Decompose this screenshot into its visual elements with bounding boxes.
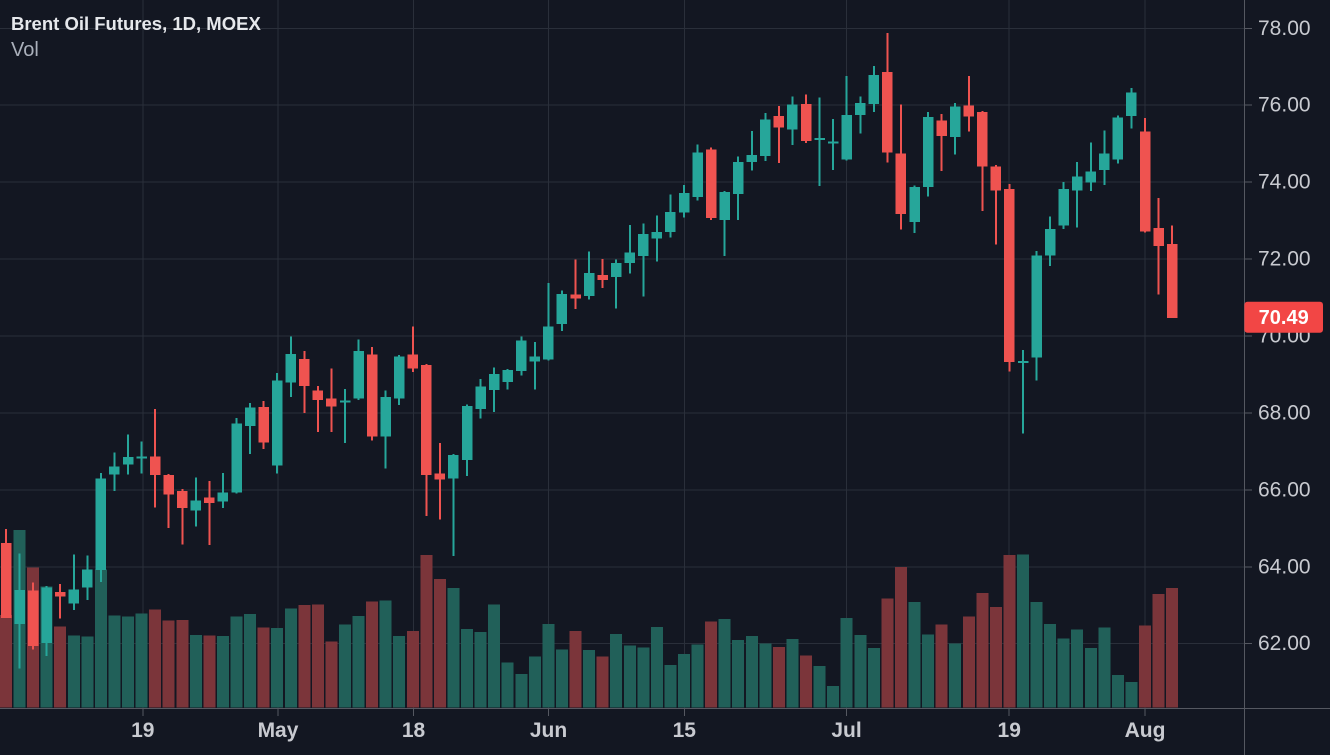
svg-text:70.49: 70.49 bbox=[1259, 307, 1309, 329]
svg-text:74.00: 74.00 bbox=[1258, 171, 1311, 194]
svg-text:18: 18 bbox=[402, 719, 426, 742]
svg-text:68.00: 68.00 bbox=[1258, 401, 1311, 424]
svg-text:72.00: 72.00 bbox=[1258, 248, 1311, 271]
svg-text:15: 15 bbox=[673, 719, 697, 742]
svg-text:Brent Oil Futures, 1D, MOEX: Brent Oil Futures, 1D, MOEX bbox=[11, 13, 261, 34]
svg-text:76.00: 76.00 bbox=[1258, 94, 1311, 117]
svg-text:Vol: Vol bbox=[11, 39, 39, 61]
svg-text:62.00: 62.00 bbox=[1258, 632, 1311, 655]
svg-text:64.00: 64.00 bbox=[1258, 555, 1311, 578]
svg-text:19: 19 bbox=[131, 719, 154, 742]
svg-text:19: 19 bbox=[998, 719, 1021, 742]
svg-text:Jul: Jul bbox=[831, 719, 861, 742]
svg-text:Aug: Aug bbox=[1125, 719, 1166, 742]
svg-text:78.00: 78.00 bbox=[1258, 17, 1311, 40]
svg-text:May: May bbox=[258, 719, 299, 742]
svg-text:66.00: 66.00 bbox=[1258, 478, 1311, 501]
svg-text:Jun: Jun bbox=[530, 719, 567, 742]
